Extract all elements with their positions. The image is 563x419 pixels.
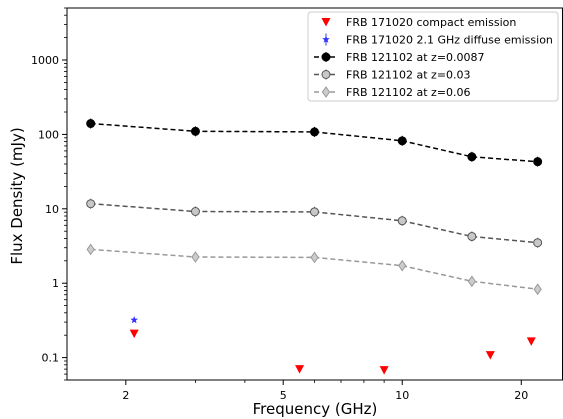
data-point: [86, 199, 96, 209]
data-point: [467, 231, 477, 241]
y-tick-label: 1000: [31, 54, 59, 67]
legend-entry: FRB 171020 2.1 GHz diffuse emission: [322, 33, 553, 47]
legend-marker: [322, 35, 330, 43]
data-point: [526, 337, 536, 346]
y-tick-label: 0.1: [42, 352, 60, 365]
data-point: [310, 251, 319, 264]
series-3: [86, 118, 543, 167]
data-point: [397, 136, 407, 146]
data-point: [533, 157, 543, 167]
data-point: [467, 152, 477, 162]
data-point: [397, 216, 407, 226]
legend-label: FRB 121102 at z=0.06: [346, 86, 471, 99]
data-point: [310, 207, 320, 217]
data-point: [533, 283, 542, 296]
data-point: [467, 275, 476, 288]
x-axis-label: Frequency (GHz): [253, 400, 378, 418]
legend-marker: [321, 52, 331, 62]
series-line: [90, 122, 538, 163]
legend: FRB 171020 compact emission FRB 171020 2.…: [307, 11, 559, 102]
x-tick-label: 5: [280, 389, 287, 402]
data-point: [310, 127, 320, 137]
legend-label: FRB 121102 at z=0.0087: [346, 51, 485, 64]
legend-label: FRB 171020 2.1 GHz diffuse emission: [346, 34, 553, 47]
data-point: [130, 316, 138, 324]
y-axis-label: Flux Density (mJy): [8, 127, 26, 264]
legend-marker: [321, 86, 331, 98]
x-tick-label: 10: [395, 389, 409, 402]
data-point: [190, 206, 200, 216]
y-tick-label: 1: [52, 277, 59, 290]
legend-label: FRB 171020 compact emission: [346, 16, 516, 29]
x-tick-label: 20: [514, 389, 528, 402]
data-point: [191, 251, 200, 263]
series-line: [90, 248, 538, 290]
data-point: [379, 366, 389, 375]
series-line: [90, 202, 538, 244]
legend-entry: FRB 121102 at z=0.03: [314, 69, 471, 82]
series-4: [86, 198, 543, 248]
legend-entry: FRB 171020 compact emission: [321, 16, 516, 29]
data-point: [190, 126, 200, 136]
axes: 2 5 10 20 0.1 1 10 100 1000: [31, 7, 563, 402]
data-point: [485, 351, 495, 360]
legend-box: [307, 11, 559, 102]
data-point: [129, 329, 139, 339]
plot-area: [86, 118, 543, 375]
data-point: [398, 259, 407, 272]
y-tick-label: 10: [45, 203, 59, 216]
data-point: [295, 365, 305, 374]
data-point: [533, 238, 543, 248]
legend-entry: FRB 121102 at z=0.06: [314, 86, 471, 99]
legend-marker: [321, 70, 331, 79]
data-point: [86, 243, 95, 256]
data-point: [86, 119, 96, 129]
series-1: [129, 329, 536, 375]
legend-entry: FRB 121102 at z=0.0087: [314, 51, 485, 64]
series-5: [86, 243, 542, 296]
series-2: [130, 316, 138, 324]
x-tick-label: 2: [122, 389, 129, 402]
y-tick-label: 100: [38, 128, 59, 141]
legend-marker: [321, 18, 331, 27]
legend-label: FRB 121102 at z=0.03: [346, 69, 471, 82]
